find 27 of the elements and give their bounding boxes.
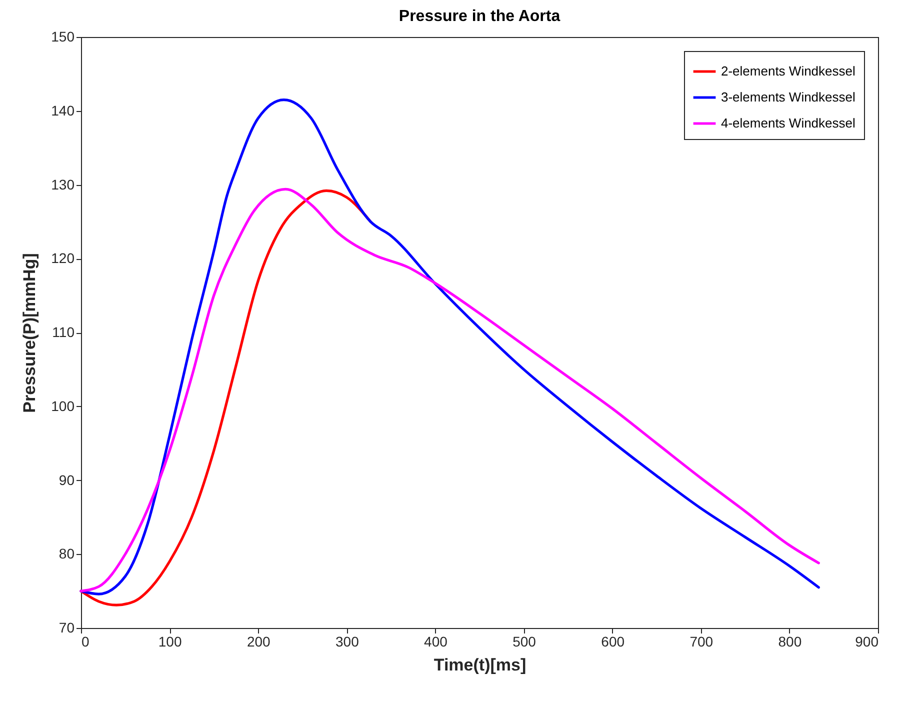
legend-label: 4-elements Windkessel	[721, 116, 856, 130]
x-tick-label: 700	[690, 634, 714, 650]
y-axis-title: Pressure(P)[mmHg]	[20, 253, 40, 413]
x-tick-label: 400	[424, 634, 448, 650]
legend-label: 3-elements Windkessel	[721, 90, 856, 104]
x-tick-label: 900	[855, 634, 879, 650]
y-tick-label: 100	[51, 398, 75, 414]
chart-title: Pressure in the Aorta	[398, 8, 560, 25]
y-tick-label: 70	[58, 620, 75, 636]
x-tick-label: 500	[512, 634, 536, 650]
y-tick-label: 120	[51, 250, 75, 266]
legend-label: 2-elements Windkessel	[721, 64, 856, 78]
y-tick-label: 150	[51, 28, 75, 44]
x-tick-label: 0	[82, 634, 90, 650]
y-tick-label: 140	[51, 102, 75, 118]
x-axis-title: Time(t)[ms]	[434, 656, 526, 674]
y-tick-label: 110	[52, 324, 75, 340]
x-tick-label: 300	[335, 634, 360, 650]
y-tick-label: 80	[58, 546, 75, 562]
line-series	[80, 189, 372, 606]
y-tick-label: 130	[51, 176, 75, 192]
x-tick-label: 100	[158, 634, 182, 650]
y-tick-label: 90	[58, 472, 75, 488]
line-series	[80, 188, 820, 592]
x-tick-label: 600	[601, 634, 625, 650]
x-tick-label: 800	[778, 634, 802, 650]
x-tick-label: 200	[246, 634, 271, 650]
